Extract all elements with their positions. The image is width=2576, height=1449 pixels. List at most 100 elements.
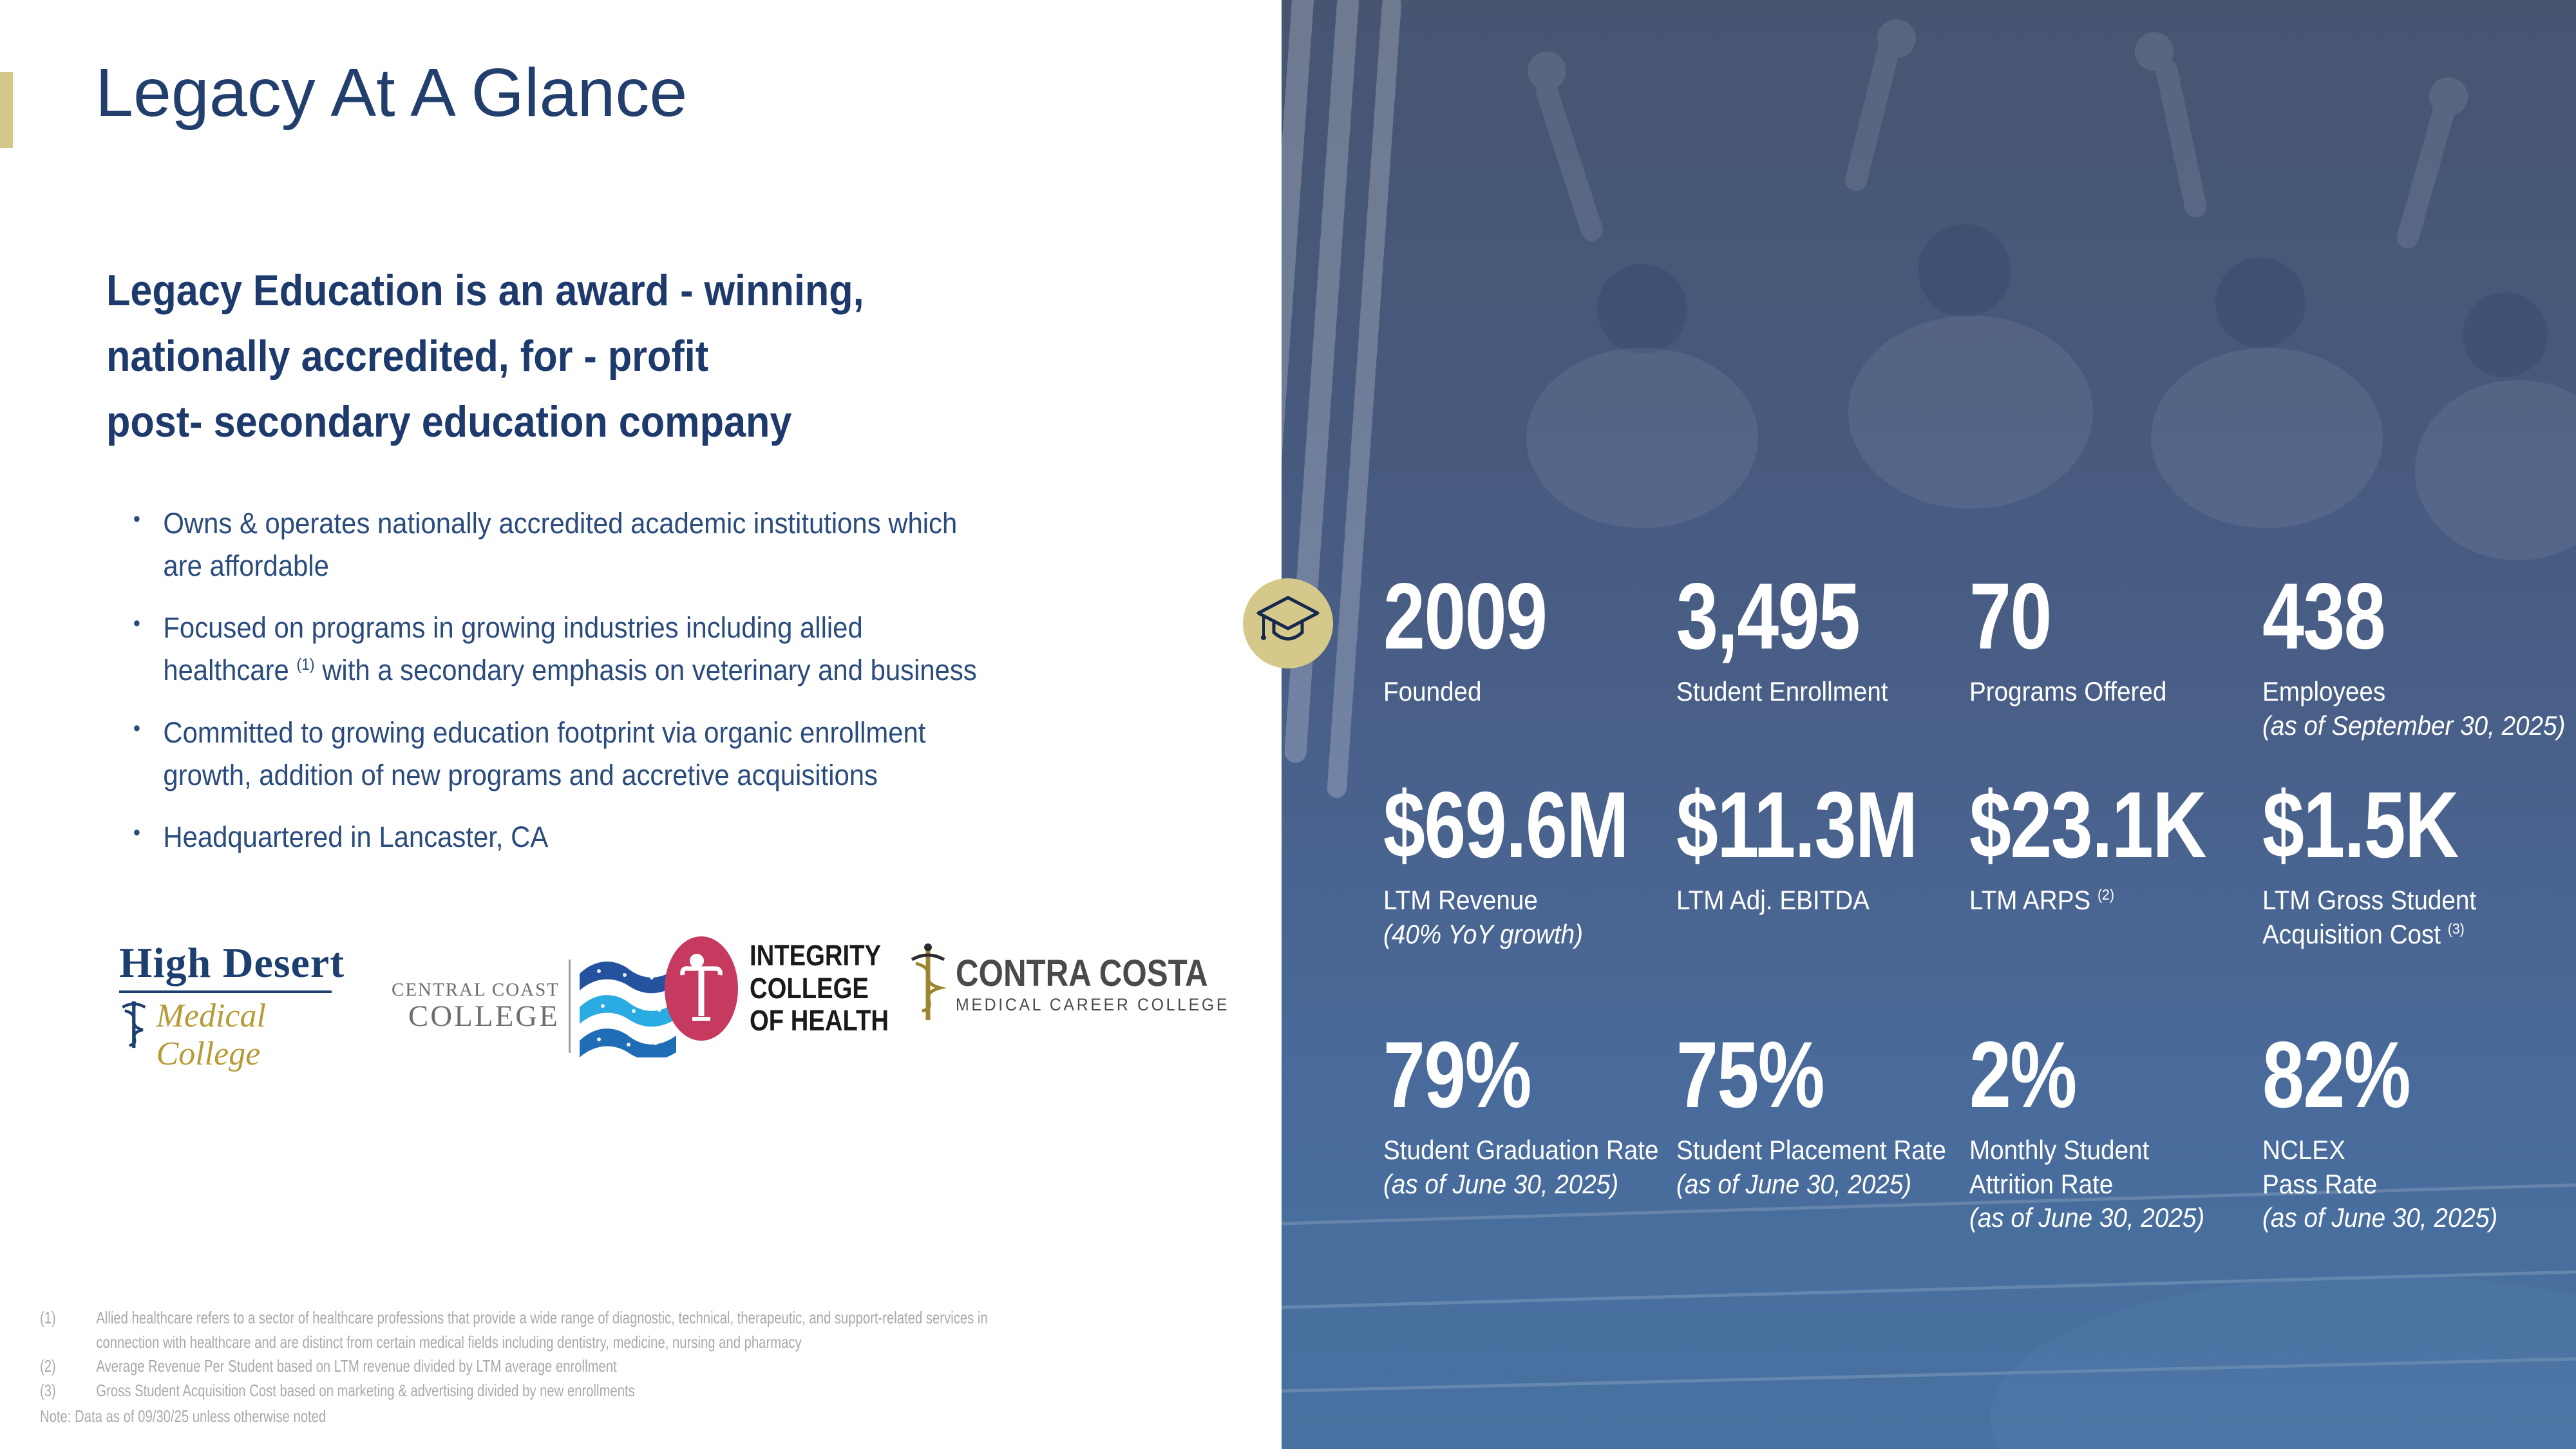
stat-student-graduation-rate: 79% Student Graduation Rate (as of June … [1383, 1028, 1676, 1235]
stat-student-enrollment: 3,495 Student Enrollment [1676, 569, 1969, 743]
logo-text: COLLEGE [750, 971, 869, 1005]
stat-value: 438 [2262, 564, 2386, 668]
bullet-text: Focused on programs in growing industrie… [163, 611, 863, 687]
stat-value: $69.6M [1383, 772, 1629, 877]
logo-high-desert-medical-college: High Desert Medical College [119, 939, 351, 1073]
bullet-dot: • [133, 715, 140, 741]
stat-founded: 2009 Founded [1383, 569, 1676, 743]
bullet-text: Headquartered in Lancaster, CA [163, 820, 549, 853]
footnote-ref-3: (3) [2447, 920, 2465, 937]
bullet-item: • Focused on programs in growing industr… [132, 607, 1174, 692]
bullet-item: • Owns & operates nationally accredited … [132, 502, 1174, 587]
footnote-number: (3) [40, 1381, 56, 1401]
stat-value: $1.5K [2262, 772, 2459, 877]
stat-note: (as of June 30, 2025) [2262, 1202, 2498, 1233]
stat-label: Monthly Student [1969, 1135, 2150, 1165]
footnote-item: (2) Average Revenue Per Student based on… [40, 1354, 1256, 1379]
stat-label: LTM Revenue [1383, 885, 1538, 915]
stat-value: $11.3M [1676, 772, 1918, 877]
bullet-item: • Headquartered in Lancaster, CA [132, 816, 1174, 858]
stat-label: Attrition Rate [1969, 1168, 2114, 1199]
stat-label: Programs Offered [1969, 676, 2167, 706]
logo-text: OF HEALTH [750, 1004, 889, 1037]
footnote-ref-2: (2) [2097, 886, 2114, 903]
logo-text: Medical College [156, 998, 266, 1072]
stat-note: (as of June 30, 2025) [1969, 1202, 2205, 1233]
caduceus-icon [911, 943, 947, 1020]
stat-value: 79% [1383, 1022, 1532, 1127]
divider [119, 990, 332, 993]
footnote-number: (2) [40, 1356, 56, 1376]
photo-decoration [1282, 0, 2576, 1449]
divider [568, 959, 571, 1053]
footnote-text: Average Revenue Per Student based on LTM… [96, 1356, 617, 1376]
stat-monthly-student-attrition-rate: 2% Monthly Student Attrition Rate (as of… [1969, 1028, 2262, 1235]
stat-note: (as of June 30, 2025) [1676, 1168, 1912, 1199]
stat-label: Founded [1383, 676, 1482, 706]
footnote-item: (3) Gross Student Acquisition Cost based… [40, 1379, 1256, 1403]
stat-value: 2009 [1383, 564, 1548, 668]
headline: Legacy Education is an award - winning, … [106, 266, 864, 446]
footnotes: (1) Allied healthcare refers to a sector… [40, 1306, 1256, 1428]
stat-programs-offered: 70 Programs Offered [1969, 569, 2262, 743]
stat-value: 82% [2262, 1022, 2411, 1127]
bullet-dot: • [133, 507, 140, 531]
stat-note: (40% YoY growth) [1383, 918, 1584, 949]
waves-icon [579, 961, 676, 1057]
stat-value: 75% [1676, 1022, 1825, 1127]
footnote-ref-1: (1) [296, 656, 315, 674]
integrity-emblem-icon [665, 936, 738, 1041]
bullet-dot: • [133, 611, 140, 636]
logo-text: CONTRA COSTA [956, 952, 1208, 994]
stat-label: Acquisition Cost (3) [2262, 918, 2465, 949]
bullet-text: Owns & operates nationally accredited ac… [163, 507, 958, 583]
stat-note: (as of June 30, 2025) [1383, 1168, 1619, 1199]
logo-text: MEDICAL CAREER COLLEGE [956, 995, 1230, 1014]
footnote-number: (1) [40, 1308, 56, 1327]
stat-value: $23.1K [1969, 772, 2207, 877]
logo-text: CENTRAL COAST [392, 979, 560, 1000]
footnote-item: (1) Allied healthcare refers to a sector… [40, 1306, 1256, 1354]
stat-label: LTM Gross Student [2262, 885, 2477, 915]
stat-value: 3,495 [1676, 564, 1861, 668]
stat-label: Student Enrollment [1676, 676, 1888, 706]
stat-ltm-arps: $23.1K LTM ARPS (2) [1969, 778, 2262, 951]
stat-ltm-adj-ebitda: $11.3M LTM Adj. EBITDA [1676, 778, 1969, 951]
stat-note: (as of September 30, 2025) [2262, 710, 2566, 741]
caduceus-icon [122, 1001, 146, 1048]
stat-label: LTM Adj. EBITDA [1676, 885, 1870, 915]
bullet-list: • Owns & operates nationally accredited … [132, 502, 1174, 878]
page-title: Legacy At A Glance [95, 55, 688, 131]
stat-label: Employees [2262, 676, 2386, 706]
footnote-text: Gross Student Acquisition Cost based on … [96, 1381, 635, 1401]
bullet-text: Committed to growing education footprint… [163, 715, 926, 791]
footnote-text: Allied healthcare refers to a sector of … [96, 1308, 988, 1352]
stat-student-placement-rate: 75% Student Placement Rate (as of June 3… [1676, 1028, 1969, 1235]
stat-value: 2% [1969, 1022, 2077, 1127]
graduation-cap-icon [1256, 596, 1320, 641]
stat-label: Student Placement Rate [1676, 1135, 1946, 1165]
bullet-text: with a secondary emphasis on veterinary … [314, 654, 977, 687]
logo-text: INTEGRITY [750, 939, 882, 972]
footnote-note: Note: Data as of 09/30/25 unless otherwi… [40, 1406, 327, 1426]
accent-bar [0, 72, 13, 148]
logo-contra-costa-medical-career-college: CONTRA COSTA MEDICAL CAREER COLLEGE [907, 942, 1253, 1025]
stat-nclex-pass-rate: 82% NCLEX Pass Rate (as of June 30, 2025… [2262, 1028, 2555, 1235]
stat-value: 70 [1969, 564, 2052, 668]
stat-label: Pass Rate [2262, 1168, 2378, 1199]
graduation-badge [1243, 578, 1333, 668]
logo-text: COLLEGE [408, 999, 560, 1033]
stat-ltm-gross-student-acquisition-cost: $1.5K LTM Gross Student Acquisition Cost… [2262, 778, 2555, 951]
bullet-dot: • [133, 820, 140, 845]
stat-label: NCLEX [2262, 1135, 2345, 1165]
stat-label: LTM ARPS (2) [1969, 885, 2114, 915]
stats-row-3: 79% Student Graduation Rate (as of June … [1383, 1028, 2555, 1235]
logo-central-coast-college: CENTRAL COAST COLLEGE [392, 954, 676, 1057]
logo-text: High Desert [119, 940, 345, 987]
logo-integrity-college-of-health: INTEGRITY COLLEGE OF HEALTH [663, 935, 913, 1042]
stat-label: Student Graduation Rate [1383, 1135, 1659, 1165]
stats-row-1: 2009 Founded 3,495 Student Enrollment 70… [1383, 564, 2566, 743]
photo-panel: LEGACY EDUCATION [1282, 0, 2576, 1449]
stat-employees: 438 Employees (as of September 30, 2025) [2262, 564, 2566, 743]
